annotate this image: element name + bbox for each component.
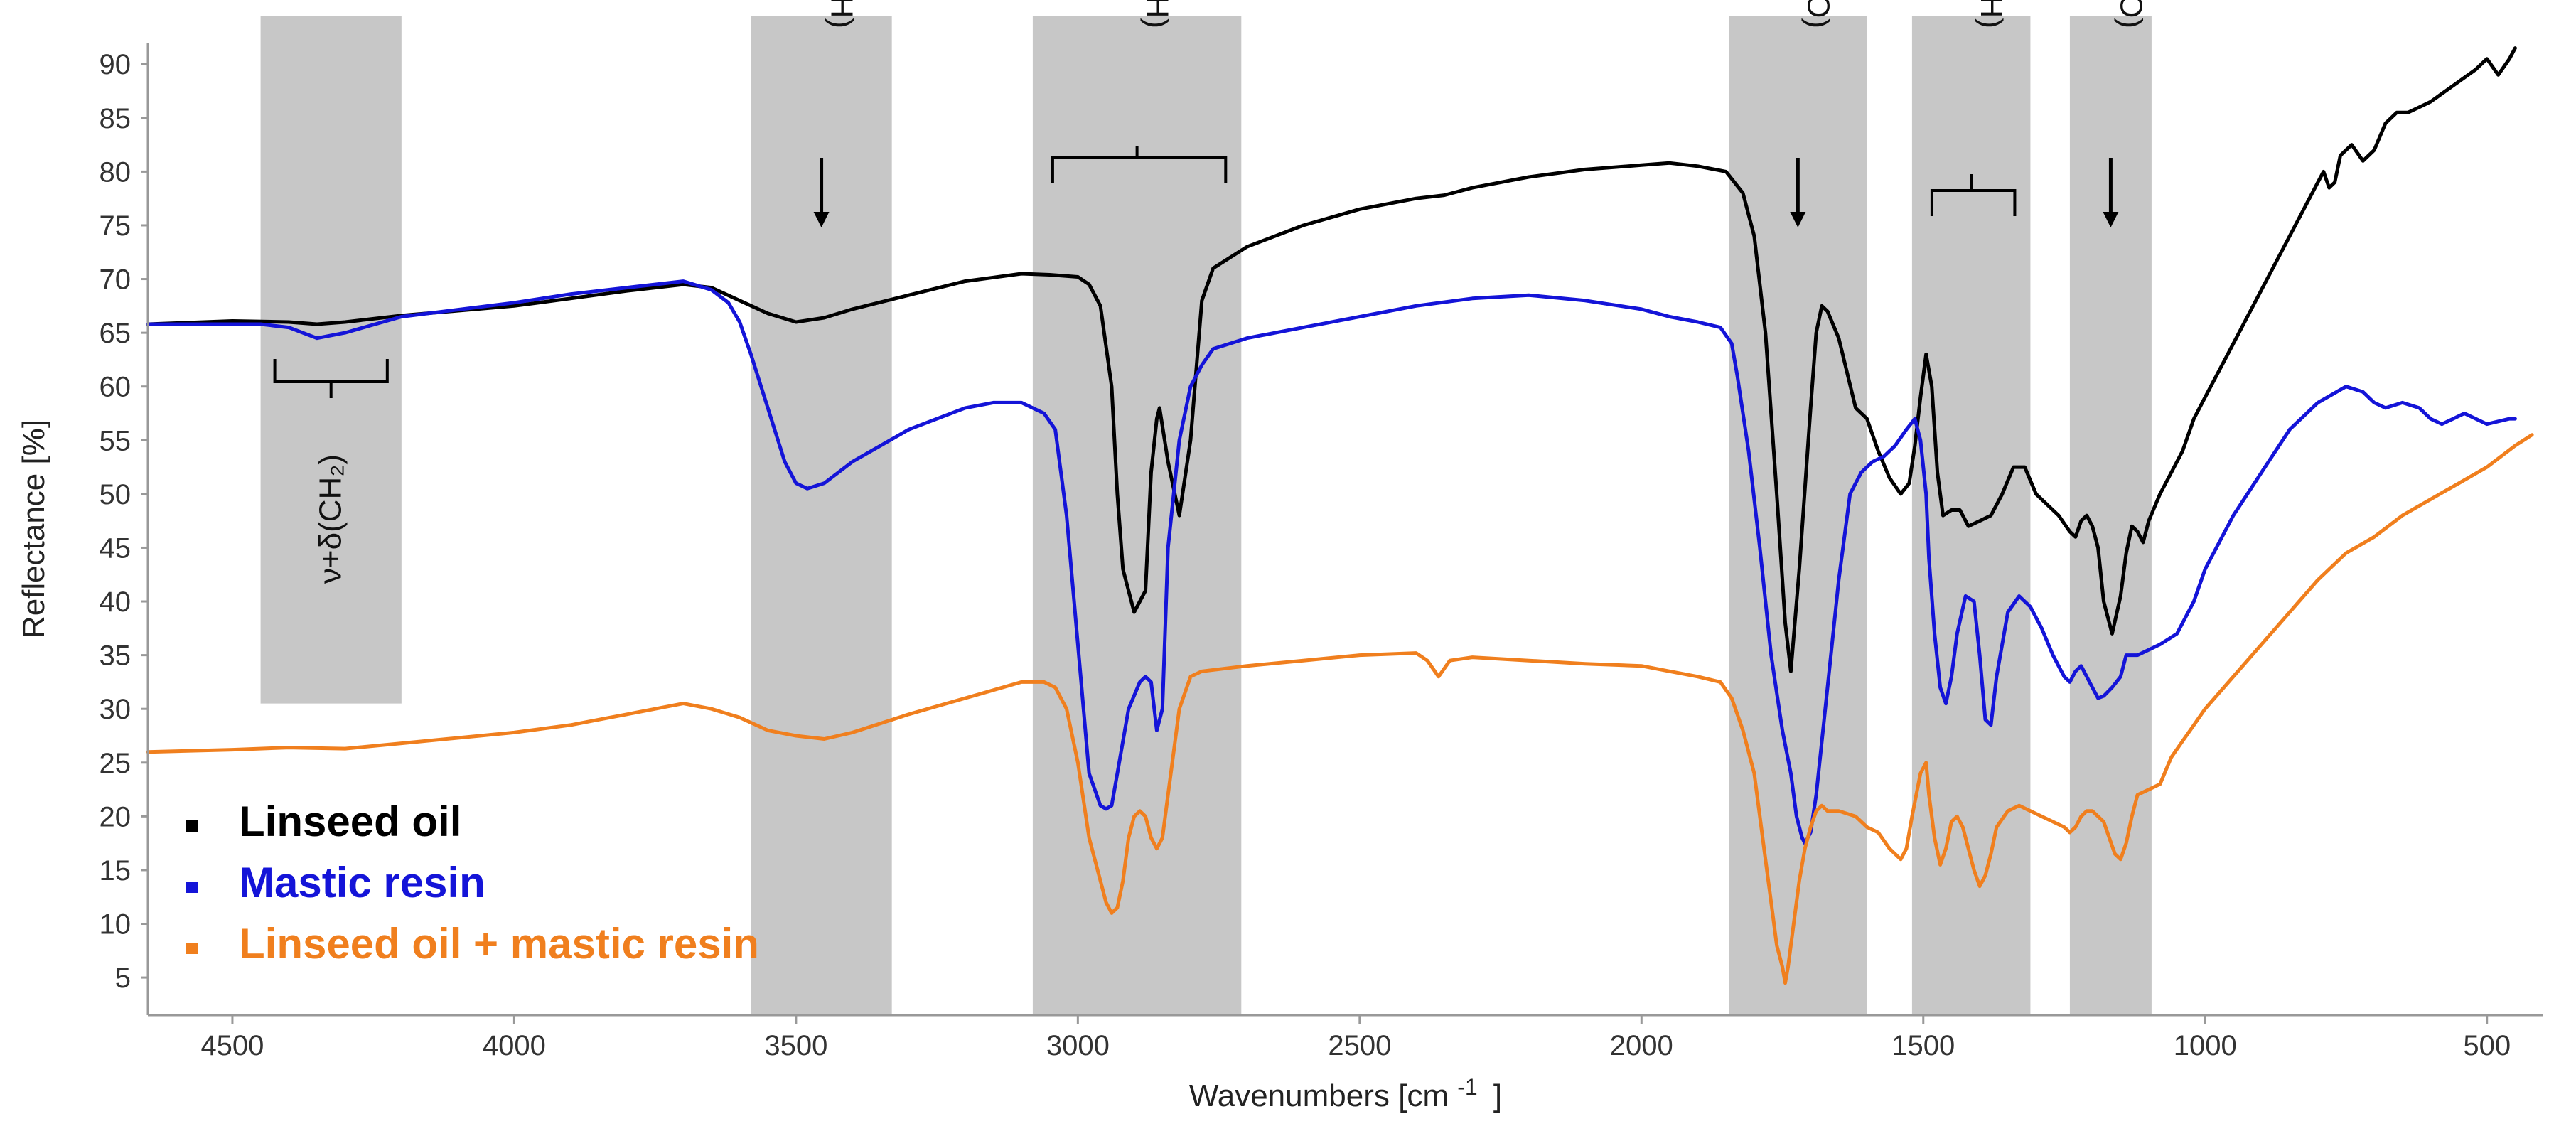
legend-label: Linseed oil <box>239 798 461 845</box>
x-tick-label: 1500 <box>1891 1030 1955 1061</box>
band-0 <box>260 16 402 704</box>
x-tick-label: 3000 <box>1046 1030 1110 1061</box>
band-brace <box>1930 174 2017 216</box>
band-annotation-1: ν(OH) <box>813 0 859 227</box>
y-tick-label: 15 <box>100 855 132 886</box>
band-annotation-0: ν+δ(CH₂) <box>273 359 389 584</box>
absorption-bands: ν+δ(CH₂) ν(OH) ν(CH) ν(C=O) δ(CH) ν(C–O) <box>260 0 2152 1015</box>
band-label: ν(CH) <box>1140 0 1175 28</box>
axes <box>146 43 2543 1017</box>
band-annotation-2: ν(CH) <box>1051 0 1228 183</box>
series-line-0 <box>146 46 2517 673</box>
x-axis-ticks: 4500 4000 3500 3000 2500 2000 1500 1000 500 <box>200 1015 2511 1061</box>
y-tick-label: 35 <box>100 641 132 672</box>
y-tick-label: 65 <box>100 318 132 349</box>
y-tick-label: 45 <box>100 532 132 564</box>
y-tick-label: 25 <box>100 748 132 779</box>
x-axis-title-suffix: ] <box>1493 1078 1502 1113</box>
band-label: ν+δ(CH₂) <box>313 454 348 584</box>
y-tick-label: 40 <box>100 586 132 618</box>
x-tick-label: 3500 <box>764 1030 827 1061</box>
y-axis-ticks: 5 10 15 20 25 30 35 40 45 50 55 60 65 70 75 80 85 90 <box>100 49 148 994</box>
band-annotation-3: ν(C=O) <box>1790 0 1835 227</box>
legend-label: Mastic resin <box>239 859 485 906</box>
x-axis-title: Wavenumbers [cm -1 ] <box>1189 1067 1502 1113</box>
x-axis-title-main: Wavenumbers [cm <box>1189 1078 1449 1113</box>
band-label: δ(CH) <box>1974 0 2009 28</box>
y-tick-label: 30 <box>100 694 132 725</box>
y-tick-label: 80 <box>100 156 132 188</box>
y-tick-label: 60 <box>100 372 132 403</box>
legend-swatch <box>186 820 198 832</box>
y-tick-label: 10 <box>100 909 132 941</box>
legend-swatch <box>186 943 198 954</box>
x-tick-label: 1000 <box>2174 1030 2237 1061</box>
x-tick-label: 2000 <box>1610 1030 1673 1061</box>
band-2 <box>1032 16 1242 1015</box>
x-tick-label: 2500 <box>1328 1030 1391 1061</box>
series-line-1 <box>146 279 2517 845</box>
band-arrow-head <box>813 212 830 227</box>
x-tick-label: 4000 <box>483 1030 546 1061</box>
y-tick-label: 85 <box>100 103 132 134</box>
band-brace <box>273 359 389 398</box>
y-tick-label: 90 <box>100 49 132 80</box>
y-tick-label: 55 <box>100 425 132 456</box>
y-tick-label: 50 <box>100 479 132 510</box>
y-tick-label: 5 <box>115 963 131 994</box>
band-arrow-head <box>2103 212 2119 227</box>
band-label: ν(C=O) <box>1800 0 1835 28</box>
spectra-series <box>146 46 2534 985</box>
band-label: ν(C–O) <box>2113 0 2148 28</box>
y-tick-label: 20 <box>100 801 132 832</box>
x-tick-label: 500 <box>2463 1030 2511 1061</box>
x-axis-title-exponent: -1 <box>1457 1074 1477 1100</box>
band-annotation-5: ν(C–O) <box>2103 0 2148 227</box>
series-line-2 <box>146 433 2534 985</box>
band-arrow-head <box>1790 212 1806 227</box>
band-label: ν(OH) <box>825 0 859 28</box>
legend-swatch <box>186 882 198 893</box>
x-tick-label: 4500 <box>200 1030 264 1061</box>
y-tick-label: 75 <box>100 210 132 242</box>
y-tick-label: 70 <box>100 264 132 296</box>
y-axis-title: Reflectance [%] <box>16 419 51 638</box>
band-annotation-4: δ(CH) <box>1930 0 2017 216</box>
legend-label: Linseed oil + mastic resin <box>239 920 759 968</box>
legend: Linseed oil Mastic resin Linseed oil + mas… <box>186 798 759 968</box>
band-brace <box>1051 146 1228 183</box>
